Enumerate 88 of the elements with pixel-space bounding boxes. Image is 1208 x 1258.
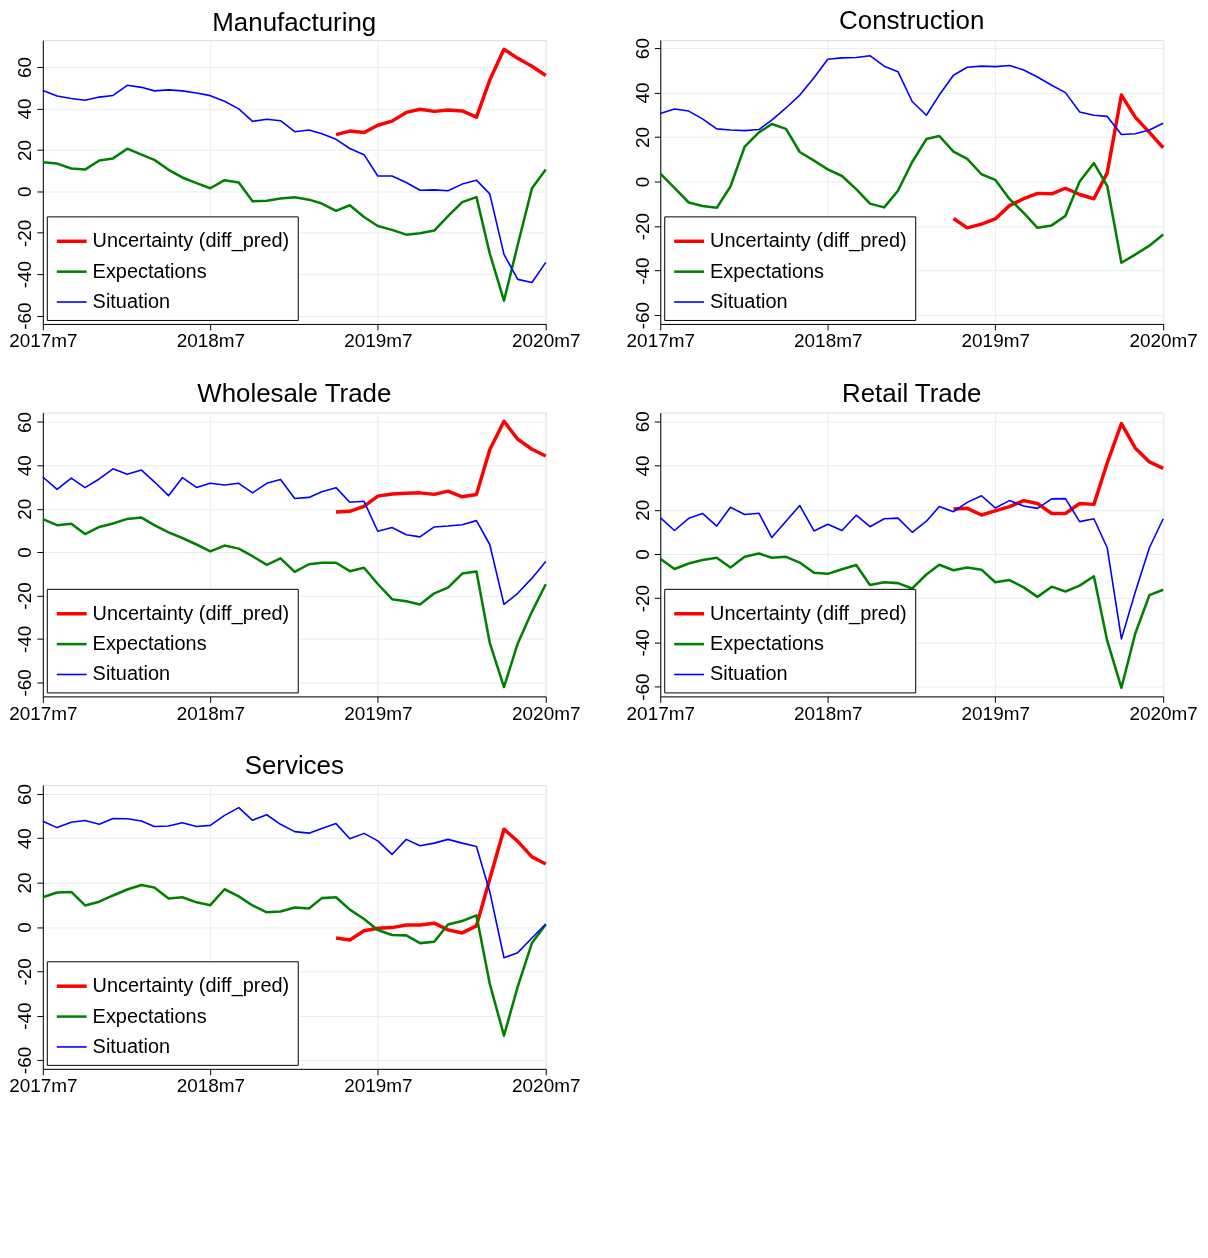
y-tick-label: 60	[631, 411, 653, 433]
line-series	[951, 93, 1165, 230]
legend-label: Expectations	[92, 259, 207, 282]
legend-label: Uncertainty (diff_pred)	[92, 601, 290, 625]
y-tick-label: 20	[631, 499, 653, 521]
line-series	[42, 467, 547, 606]
chart-title: Services	[244, 751, 344, 780]
legend-label: Expectations	[92, 632, 207, 655]
x-tick-label: 2020m7	[512, 1075, 581, 1097]
x-tick-label: 2020m7	[1129, 330, 1198, 352]
y-tick-label: 0	[14, 186, 36, 198]
line-series	[659, 552, 1165, 690]
y-tick-label: 40	[631, 455, 653, 477]
x-tick-label: 2020m7	[1129, 702, 1198, 724]
y-tick-label: -40	[14, 1002, 36, 1030]
y-tick-label: 20	[14, 139, 36, 161]
y-tick-label: 60	[14, 411, 36, 433]
y-tick-label: 20	[631, 127, 653, 149]
y-tick-label: -40	[14, 625, 36, 654]
chart-title: Manufacturing	[212, 8, 377, 37]
y-tick-label: 40	[14, 828, 36, 850]
x-tick-label: 2017m7	[626, 702, 695, 724]
line-series	[41, 883, 548, 1037]
y-tick-label: 60	[631, 38, 653, 60]
y-tick-label: 60	[14, 783, 36, 805]
y-tick-label: 40	[631, 82, 653, 104]
x-tick-label: 2020m7	[512, 330, 581, 352]
x-tick-label: 2020m7	[512, 702, 581, 724]
legend-label: Uncertainty (diff_pred)	[710, 601, 907, 625]
line-series	[659, 122, 1165, 265]
y-tick-label: 60	[14, 57, 36, 79]
chart-title: Construction	[839, 5, 985, 34]
line-series	[334, 47, 548, 137]
y-tick-label: 40	[14, 98, 36, 120]
line-series	[334, 419, 548, 514]
y-tick-label: -40	[631, 257, 653, 285]
x-tick-label: 2019m7	[344, 330, 413, 352]
y-tick-label: 40	[14, 455, 36, 477]
y-tick-label: -60	[631, 301, 653, 330]
legend-label: Situation	[92, 662, 171, 685]
line-series	[951, 421, 1165, 517]
x-tick-label: 2019m7	[961, 330, 1030, 352]
legend-label: Situation	[710, 662, 788, 685]
y-tick-label: -40	[631, 629, 653, 657]
line-series	[334, 827, 548, 942]
y-tick-label: 0	[631, 176, 653, 188]
y-tick-label: -60	[14, 1046, 36, 1075]
x-tick-label: 2017m7	[9, 1075, 78, 1097]
x-tick-label: 2018m7	[176, 330, 245, 352]
x-tick-label: 2018m7	[176, 1075, 245, 1097]
y-tick-label: 20	[14, 872, 36, 894]
y-tick-label: -20	[14, 958, 36, 986]
y-tick-label: -60	[14, 669, 36, 697]
x-tick-label: 2019m7	[344, 702, 413, 724]
line-series	[42, 84, 547, 284]
legend-label: Uncertainty (diff_pred)	[92, 229, 290, 253]
y-tick-label: -20	[631, 585, 653, 613]
line-series	[41, 516, 548, 689]
legend-label: Uncertainty (diff_pred)	[92, 974, 290, 998]
y-tick-label: -20	[14, 582, 36, 610]
y-tick-label: -60	[631, 673, 653, 701]
legend-label: Situation	[710, 290, 788, 313]
legend-label: Expectations	[710, 259, 825, 282]
y-tick-label: -20	[14, 219, 36, 247]
legend-label: Situation	[92, 290, 171, 313]
x-tick-label: 2017m7	[9, 702, 78, 724]
legend-label: Expectations	[92, 1004, 207, 1027]
y-tick-label: 0	[14, 922, 36, 933]
y-tick-label: -20	[631, 212, 653, 241]
chart-title: Wholesale Trade	[197, 379, 392, 408]
legend-label: Expectations	[710, 632, 825, 655]
x-tick-label: 2019m7	[961, 702, 1030, 724]
x-tick-label: 2019m7	[344, 1075, 413, 1097]
legend-label: Uncertainty (diff_pred)	[710, 229, 907, 253]
x-tick-label: 2017m7	[9, 330, 78, 352]
y-tick-label: -40	[14, 261, 36, 289]
line-series	[42, 806, 547, 959]
x-tick-label: 2018m7	[176, 702, 245, 724]
x-tick-label: 2018m7	[794, 702, 863, 724]
y-tick-label: 20	[14, 498, 36, 520]
y-tick-label: 0	[14, 547, 36, 558]
line-series	[659, 54, 1164, 136]
x-tick-label: 2017m7	[626, 330, 695, 352]
chart-title: Retail Trade	[841, 378, 982, 407]
legend-label: Situation	[92, 1034, 171, 1057]
y-tick-label: 0	[631, 549, 653, 560]
x-tick-label: 2018m7	[794, 330, 863, 352]
y-tick-label: -60	[14, 302, 36, 330]
